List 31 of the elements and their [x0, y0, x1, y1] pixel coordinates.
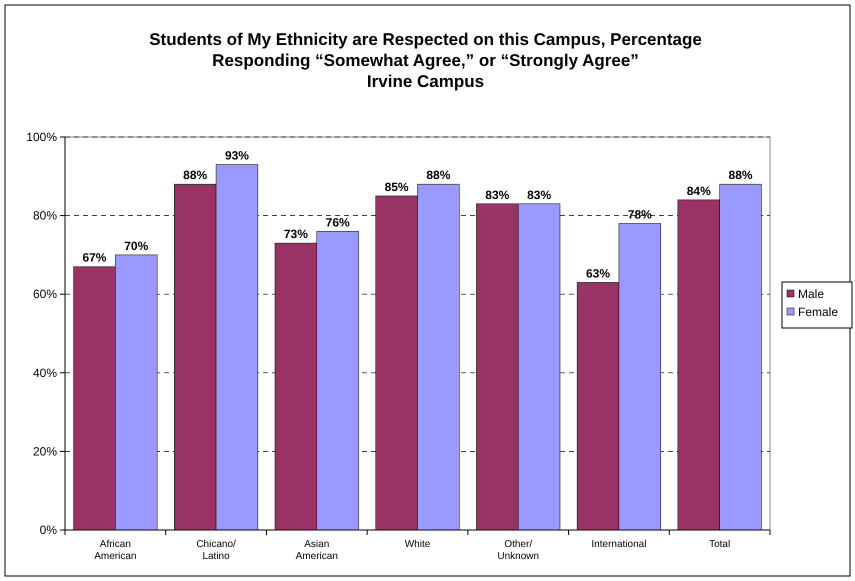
x-tick-label: Other/ Unknown [497, 539, 540, 562]
x-tick-label: White [404, 539, 431, 550]
legend-label: Male [798, 287, 824, 301]
data-label: 73% [284, 227, 308, 242]
x-tick-label: African American [94, 539, 136, 562]
x-tick-label: Chicano/ Latino [196, 539, 236, 562]
data-label: 84% [686, 184, 712, 198]
data-label: 67% [82, 250, 107, 265]
data-label: 83% [527, 188, 552, 202]
data-label: 93% [224, 148, 250, 163]
y-tick-label: 20% [32, 444, 58, 458]
x-tick-label: Asian American [296, 539, 338, 562]
data-label: 88% [183, 168, 208, 182]
x-tick-label: Total [709, 539, 730, 550]
data-label: 78% [628, 207, 652, 222]
y-tick-label: 0% [40, 523, 58, 537]
data-label: 63% [586, 266, 610, 280]
x-tick-label: International [591, 539, 646, 550]
y-tick-label: 80% [32, 208, 58, 223]
chart-title: Students of My Ethnicity are Respected on this Campus, Percentage Responding “Somewhat Agree,” or “Strongly Agree” [149, 30, 702, 70]
data-label: 70% [124, 238, 149, 253]
y-tick-label: 100% [26, 130, 58, 144]
data-label: 76% [326, 215, 350, 230]
data-label: 85% [384, 180, 409, 194]
data-label: 88% [728, 168, 753, 182]
chart-subtitle: Irvine Campus [366, 72, 484, 91]
legend-label: Female [798, 305, 838, 319]
data-label: 83% [485, 188, 510, 202]
y-tick-label: 60% [32, 287, 58, 302]
y-tick-label: 40% [32, 366, 58, 380]
data-label: 88% [426, 168, 451, 182]
